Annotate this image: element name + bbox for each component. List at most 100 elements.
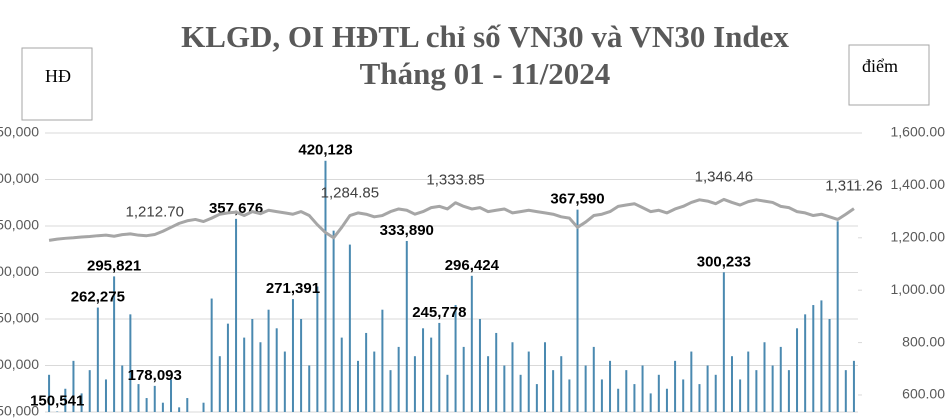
bar-value-label: 295,821 [87,257,141,274]
y2-tick-label: 600.00 [902,386,945,402]
bar-value-label: 178,093 [128,367,182,384]
bar [560,356,563,412]
bar [365,332,368,412]
y2-tick-label: 1,600.00 [891,124,946,140]
bar [178,407,181,412]
bar [283,351,286,412]
bar [381,309,384,412]
bar [584,365,587,412]
bar [104,379,107,412]
bar-value-label: 367,590 [550,191,604,208]
bar-value-label: 420,128 [298,142,352,159]
y2-tick-label: 800.00 [902,333,945,349]
bar [511,342,514,412]
bar [592,346,595,412]
bar [235,218,238,412]
bar [470,275,473,412]
bar [88,370,91,412]
bar [251,319,254,412]
bar [413,356,416,412]
y2-tick-label: 1,200.00 [891,228,946,244]
bar [373,351,376,412]
bar [422,328,425,412]
bar [340,337,343,412]
bar [706,365,709,412]
bar [747,351,750,412]
bar [72,360,75,412]
bar [56,411,59,412]
bar [48,374,51,412]
y-tick-label: 400,000 [0,170,39,186]
bar [462,346,465,412]
bar [812,305,815,412]
bar [771,365,774,412]
bar [170,379,173,412]
y-tick-label: 250,000 [0,310,39,326]
bar [543,342,546,412]
bar [389,370,392,412]
chart-subtitle: Tháng 01 - 11/2024 [360,56,611,91]
line [48,197,855,242]
bar [763,342,766,412]
bar [641,365,644,412]
bar [202,402,205,412]
bar [609,360,612,412]
bar [438,322,441,412]
bar [495,332,498,412]
bar [357,360,360,412]
bar [161,402,164,412]
bar [576,209,579,412]
bar [552,370,555,412]
bar [129,314,132,412]
bar [722,272,725,412]
bar [674,360,677,412]
y-tick-label: 300,000 [0,263,39,279]
bar [730,356,733,412]
bar [804,314,807,412]
bar [226,323,229,412]
bar [267,309,270,412]
bar [291,299,294,412]
bar [243,337,246,412]
bar [625,370,628,412]
bar [527,351,530,412]
bar [446,374,449,412]
line-value-label: 1,212.70 [126,203,184,220]
bar [300,319,303,412]
bar [600,379,603,412]
bar [324,160,327,412]
bar-value-label: 245,778 [412,304,466,321]
bar-value-label: 262,275 [71,289,125,306]
bar [275,328,278,412]
bar [397,346,400,412]
bar [820,300,823,412]
line-value-label: 1,311.26 [825,178,882,195]
bar [828,319,831,412]
bar [64,388,67,412]
bar [186,398,189,412]
y-tick-label: 350,000 [0,217,39,233]
bar [430,337,433,412]
bar-value-label: 333,890 [380,222,434,239]
bar [714,374,717,412]
bar [153,385,156,412]
line-value-label: 1,346.46 [695,168,753,185]
bar [665,388,668,412]
bar [332,230,335,412]
bar-value-label: 296,424 [445,257,500,274]
chart-title: KLGD, OI HĐTL chỉ số VN30 và VN30 Index [181,19,789,54]
bar [218,356,221,412]
bar-value-label: 150,541 [30,392,84,409]
bar [787,370,790,412]
y2-label-box [848,44,930,106]
bar-value-label: 300,233 [697,253,751,270]
bar [145,398,148,412]
y-label-box [21,47,93,121]
y-axis-title: HĐ [45,66,71,86]
bar [308,365,311,412]
bar [121,365,124,412]
bar [796,328,799,412]
y2-tick-label: 1,000.00 [891,281,946,297]
bar [478,319,481,412]
